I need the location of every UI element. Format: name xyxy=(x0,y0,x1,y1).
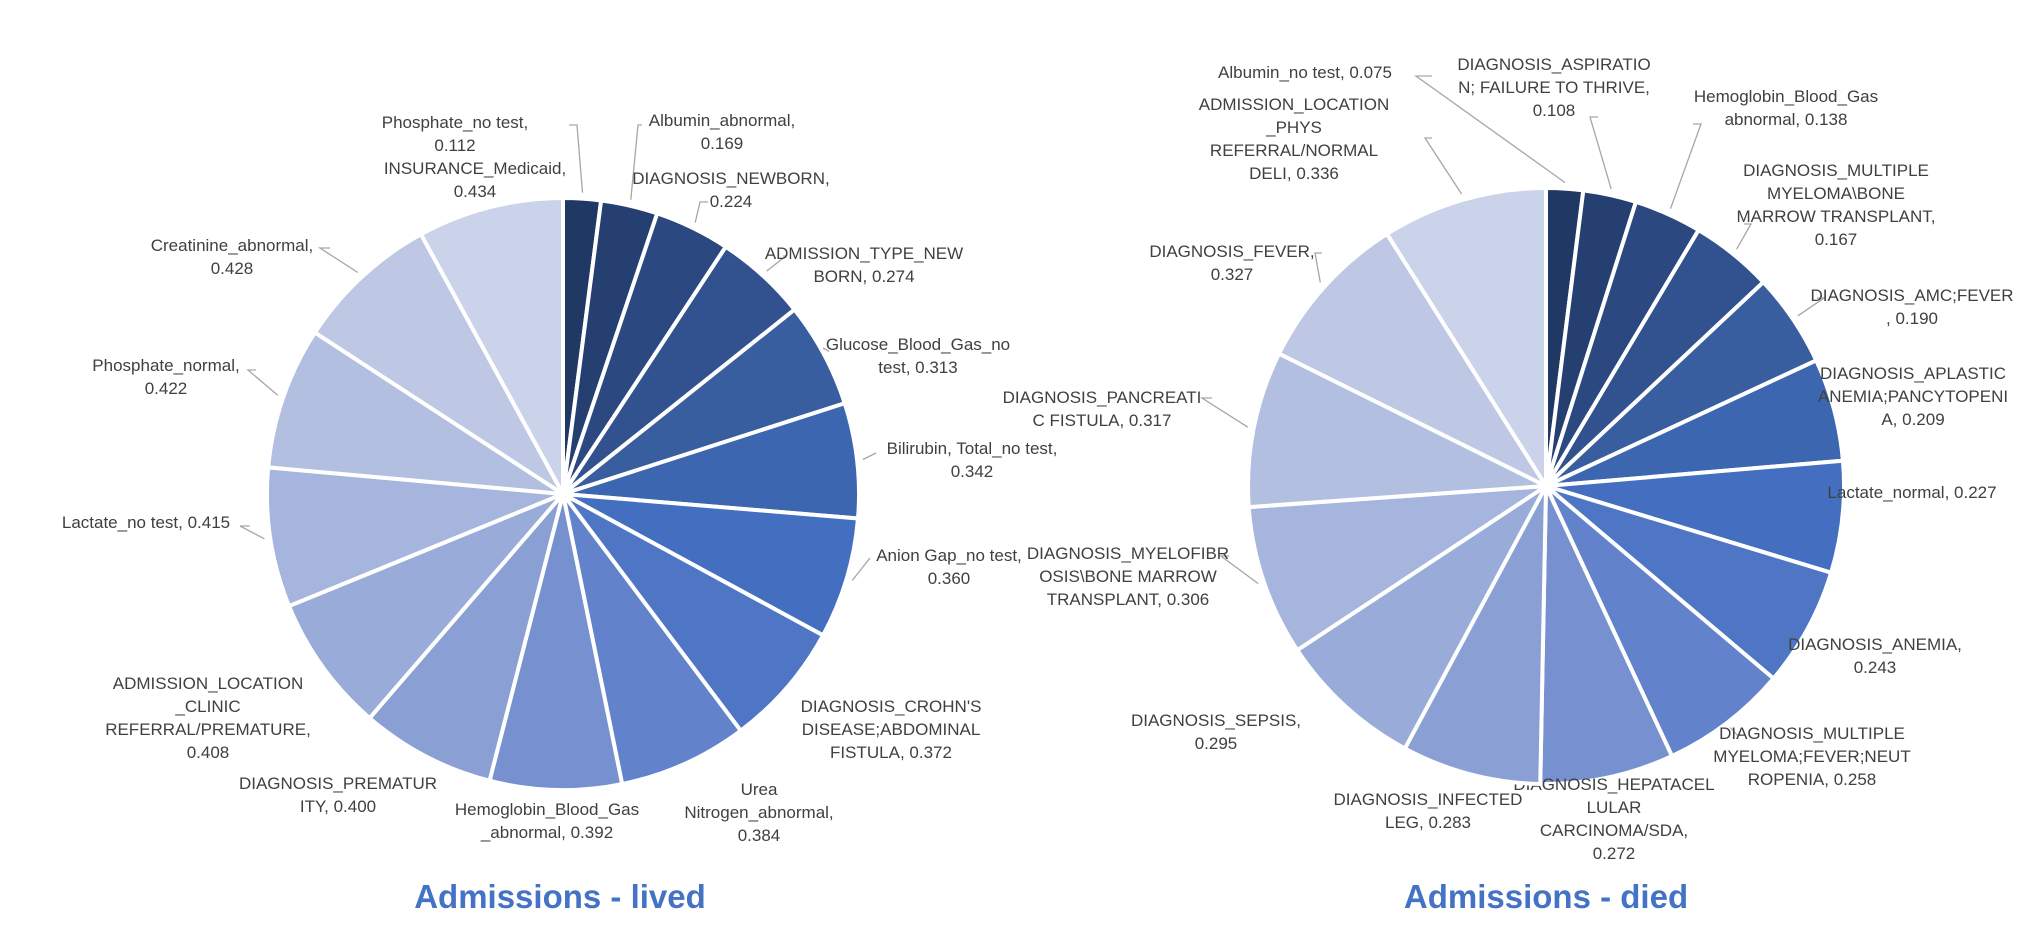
data-label-diagnosis-sepsis-0-295: DIAGNOSIS_SEPSIS, 0.295 xyxy=(1131,711,1301,753)
data-label-albumin-abnormal-0-169: Albumin_abnormal, 0.169 xyxy=(649,111,795,153)
leader-line xyxy=(851,557,871,581)
data-label-diagnosis-aspiration-failure-to-thrive-0: DIAGNOSIS_ASPIRATIO N; FAILURE TO THRIVE,… xyxy=(1457,55,1650,120)
data-label-diagnosis-prematurity-0-400: DIAGNOSIS_PREMATUR ITY, 0.400 xyxy=(239,774,437,816)
pie-died: Albumin_no test, 0.075 DIAGNOSIS_ASPIRATI… xyxy=(1003,55,2014,863)
data-label-diagnosis-aplastic-anemia-pancytopenia-0: DIAGNOSIS_APLASTIC ANEMIA;PANCYTOPENI A, 0… xyxy=(1818,364,2008,429)
leader-line xyxy=(1589,116,1612,190)
data-label-diagnosis-fever-0-327: DIAGNOSIS_FEVER, 0.327 xyxy=(1149,242,1314,284)
data-label-phosphate-no-test-0-112: Phosphate_no test, 0.112 xyxy=(382,113,529,155)
data-label-diagnosis-crohn-s-disease-abdominal-fist: DIAGNOSIS_CROHN'S DISEASE;ABDOMINAL FISTUL… xyxy=(801,697,982,762)
data-label-urea-nitrogen-abnormal-0-384: Urea Nitrogen_abnormal, 0.384 xyxy=(684,780,833,845)
pie-slice-diagnosis-hepatacellular-carcinoma-sda-0 xyxy=(1538,485,1675,786)
data-label-anion-gap-no-test-0-360: Anion Gap_no test, 0.360 xyxy=(876,546,1022,588)
leader-line xyxy=(1413,75,1566,184)
leader-line xyxy=(1314,252,1322,283)
pie-slice-phosphate-normal-0-422 xyxy=(266,329,565,496)
pie-lived: Phosphate_no test, 0.112 Albumin_abnormal,… xyxy=(62,111,1057,845)
leader-line xyxy=(766,255,788,272)
pie-slice-bilirubin-total-no-test-0-342 xyxy=(562,400,861,521)
pie-slice-diagnosis-sepsis-0-295 xyxy=(1294,484,1548,752)
leader-line xyxy=(1423,137,1463,195)
data-label-diagnosis-hepatacellular-carcinoma-sda-0: DIAGNOSIS_HEPATACEL LULAR CARCINOMA/SDA, 0.… xyxy=(1513,775,1714,863)
pie-slice-admission-location-phys-referral-normal- xyxy=(1384,185,1548,493)
data-label-admission-location-clinic-referral-prema: ADMISSION_LOCATION _CLINIC REFERRAL/PREMAT… xyxy=(105,674,311,762)
chart-title-lived: Admissions - lived xyxy=(414,878,706,915)
data-label-diagnosis-pancreatic-fistula-0-317: DIAGNOSIS_PANCREATI C FISTULA, 0.317 xyxy=(1003,388,1202,430)
data-label-diagnosis-infected-leg-0-283: DIAGNOSIS_INFECTED LEG, 0.283 xyxy=(1334,790,1523,832)
leader-line xyxy=(630,124,642,200)
data-label-bilirubin-total-no-test-0-342: Bilirubin, Total_no test, 0.342 xyxy=(887,439,1058,481)
pie-slice-anion-gap-no-test-0-360 xyxy=(562,492,861,639)
pie-slice-diagnosis-anemia-0-243 xyxy=(1544,484,1834,682)
data-label-hemoglobin-blood-gas-abnormal-0-138: Hemoglobin_Blood_Gas abnormal, 0.138 xyxy=(1694,87,1878,129)
data-label-glucose-blood-gas-no-test-0-313: Glucose_Blood_Gas_no test, 0.313 xyxy=(826,335,1010,377)
leader-line xyxy=(1219,555,1259,585)
leader-line xyxy=(1730,727,1739,737)
pie-slice-hemoglobin-blood-gas-abnormal-0-392 xyxy=(487,493,625,792)
pie-slice-admission-location-clinic-referral-prema xyxy=(286,492,565,721)
leader-line xyxy=(239,525,265,540)
data-label-lactate-normal-0-227: Lactate_normal, 0.227 xyxy=(1827,483,1996,502)
leader-line xyxy=(822,347,830,352)
data-label-lactate-no-test-0-415: Lactate_no test, 0.415 xyxy=(62,513,230,532)
leader-line xyxy=(569,124,584,193)
data-label-diagnosis-myelofibrosis-bone-marrow-tran: DIAGNOSIS_MYELOFIBR OSIS\BONE MARROW TRANS… xyxy=(1027,544,1229,609)
leader-line xyxy=(1736,223,1753,250)
leader-line xyxy=(694,201,708,223)
leader-line xyxy=(1199,397,1249,428)
pie-slice-diagnosis-infected-leg-0-283 xyxy=(1402,485,1548,786)
data-label-diagnosis-multiple-myeloma-bone-marrow-t: DIAGNOSIS_MULTIPLE MYELOMA\BONE MARROW TRA… xyxy=(1737,161,1936,249)
data-label-insurance-medicaid-0-434: INSURANCE_Medicaid, 0.434 xyxy=(384,159,566,201)
data-label-diagnosis-anemia-0-243: DIAGNOSIS_ANEMIA, 0.243 xyxy=(1788,635,1962,677)
leader-line xyxy=(317,247,359,274)
data-label-admission-location-phys-referral-normal-: ADMISSION_LOCATION _PHYS REFERRAL/NORMAL DE… xyxy=(1199,95,1390,183)
pie-slice-lactate-no-test-0-415 xyxy=(265,465,564,609)
data-label-diagnosis-amc-fever-0-190: DIAGNOSIS_AMC;FEVER, 0.190 xyxy=(1810,286,2013,328)
pie-slice-diagnosis-fever-0-327 xyxy=(1276,231,1552,491)
pie-slice-creatinine-abnormal-0-428 xyxy=(312,231,565,496)
pie-slice-insurance-medicaid-0-434 xyxy=(418,195,565,495)
leader-line xyxy=(1669,123,1702,209)
leader-line xyxy=(246,369,279,396)
data-label-creatinine-abnormal-0-428: Creatinine_abnormal, 0.428 xyxy=(151,236,314,278)
pie-slice-diagnosis-pancreatic-fistula-0-317 xyxy=(1246,350,1554,510)
pie-slice-diagnosis-multiple-myeloma-fever-neutrop xyxy=(1544,484,1777,759)
data-label-hemoglobin-blood-gas-abnormal-0-392: Hemoglobin_Blood_Gas _abnormal, 0.392 xyxy=(455,800,639,842)
data-label-phosphate-normal-0-422: Phosphate_normal, 0.422 xyxy=(92,356,239,398)
pie-slice-diagnosis-prematurity-0-400 xyxy=(366,492,565,784)
data-label-diagnosis-newborn-0-224: DIAGNOSIS_NEWBORN, 0.224 xyxy=(632,169,829,211)
leader-line xyxy=(1797,297,1827,317)
data-label-admission-type-newborn-0-274: ADMISSION_TYPE_NEW BORN, 0.274 xyxy=(765,244,963,286)
pie-slice-diagnosis-myelofibrosis-bone-marrow-tran xyxy=(1246,483,1554,653)
data-label-diagnosis-multiple-myeloma-fever-neutrop: DIAGNOSIS_MULTIPLE MYELOMA;FEVER;NEUT ROPE… xyxy=(1713,724,1910,789)
chart-title-died: Admissions - died xyxy=(1404,878,1688,915)
leader-line xyxy=(862,452,877,461)
data-label-albumin-no-test-0-075: Albumin_no test, 0.075 xyxy=(1218,63,1392,82)
pie-slice-diagnosis-crohn-s-disease-abdominal-fist xyxy=(561,492,826,734)
